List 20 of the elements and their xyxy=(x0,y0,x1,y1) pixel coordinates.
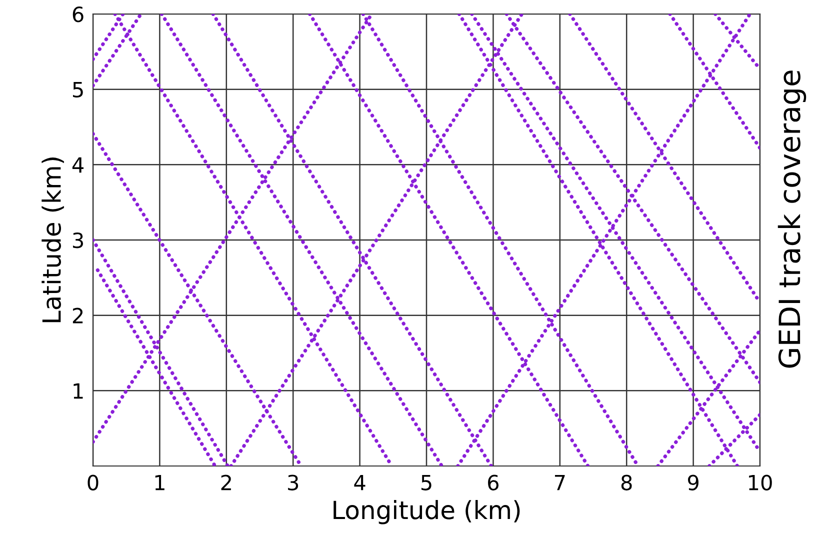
y-tick-label: 6 xyxy=(72,6,84,22)
x-tick-label: 9 xyxy=(688,474,698,490)
x-tick-label: 7 xyxy=(554,474,565,490)
x-tick-label: 1 xyxy=(155,474,164,490)
x-tick-label: 4 xyxy=(354,474,366,490)
text: GEDI track coverage xyxy=(778,70,806,368)
y-tick-label: 3 xyxy=(73,232,83,248)
y-tick-label: 5 xyxy=(73,82,83,98)
x-tick-label: 3 xyxy=(288,474,298,490)
x-axis-title: Longitude (km) xyxy=(334,500,520,524)
x-tick-label: 6 xyxy=(488,474,499,490)
x-tick-label: 5 xyxy=(421,474,432,490)
y-tick-label: 1 xyxy=(74,383,83,399)
x-tick-label: 0 xyxy=(88,474,98,490)
y-tick-label: 2 xyxy=(72,308,83,324)
x-tick-label: 2 xyxy=(221,474,231,490)
x-tick-label: 8 xyxy=(621,474,632,490)
x-tick-label: 10 xyxy=(749,474,772,490)
y-tick-label: 4 xyxy=(72,157,84,173)
y-axis-title: Latitude (km) xyxy=(42,158,64,322)
